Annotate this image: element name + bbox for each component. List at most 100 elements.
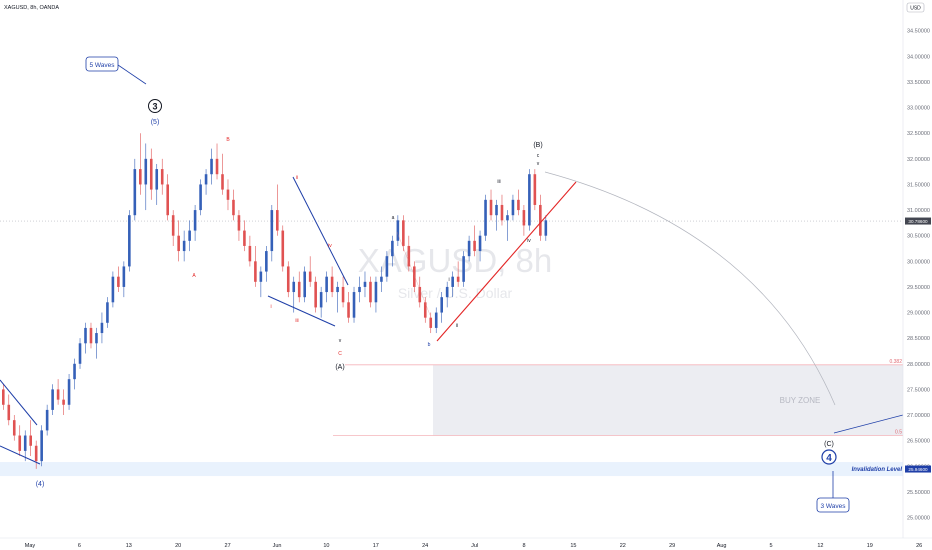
candle xyxy=(226,179,230,211)
time-axis-ticks: May6132027Jun101724Jul8152229Aug5121926S… xyxy=(25,543,922,549)
svg-text:25.94600: 25.94600 xyxy=(908,467,928,472)
x-tick-label: 8 xyxy=(522,543,525,549)
trendline-may-lower[interactable] xyxy=(0,445,41,465)
x-tick-label: 20 xyxy=(175,543,181,549)
watermark-symbol: XAGUSD, 8h xyxy=(358,242,552,279)
candle xyxy=(78,338,82,369)
subwave-b-label: b xyxy=(428,342,431,348)
candle xyxy=(122,261,126,298)
channel-projection-line[interactable] xyxy=(833,414,904,434)
candle xyxy=(467,235,471,262)
y-tick-label: 33.00000 xyxy=(907,106,930,112)
candle xyxy=(248,235,252,267)
trendline-jun-upper[interactable] xyxy=(292,176,349,286)
currency-button[interactable]: USD xyxy=(906,2,925,13)
candle xyxy=(265,245,268,282)
candle xyxy=(188,220,191,252)
candle xyxy=(325,271,328,303)
red-wave-iii-label: iii xyxy=(295,318,298,324)
candle xyxy=(117,266,120,293)
candle xyxy=(160,158,164,195)
svg-text:3: 3 xyxy=(152,102,157,112)
y-tick-label: 33.50000 xyxy=(907,80,930,86)
candle xyxy=(100,312,104,344)
invalidation-price-tag: 25.94600 xyxy=(905,465,931,473)
y-tick-label: 31.50000 xyxy=(907,182,930,188)
invalidation-band xyxy=(0,462,903,477)
candle xyxy=(500,194,504,226)
candle xyxy=(51,384,54,416)
candle xyxy=(34,440,38,469)
candle xyxy=(177,220,180,262)
candle xyxy=(128,210,131,272)
candle xyxy=(402,215,405,252)
trendline-red-support[interactable] xyxy=(436,181,577,342)
candle xyxy=(149,148,153,200)
wave-a-label[interactable]: (A) xyxy=(335,364,344,371)
red-wave-v-label: v xyxy=(339,338,342,344)
time-axis[interactable] xyxy=(0,538,932,550)
wave-b-label[interactable]: (B) xyxy=(533,142,542,149)
candle xyxy=(489,189,493,221)
candle xyxy=(511,194,515,221)
candle xyxy=(374,276,378,313)
x-tick-label: 13 xyxy=(126,543,132,549)
y-tick-label: 27.00000 xyxy=(907,413,930,419)
three-waves-callout[interactable]: 3 Waves xyxy=(816,497,850,513)
x-tick-label: 19 xyxy=(867,543,873,549)
x-tick-label: 12 xyxy=(817,543,823,549)
candle xyxy=(385,251,389,282)
x-tick-label: May xyxy=(25,543,36,549)
candle xyxy=(319,286,323,318)
candle xyxy=(380,266,383,293)
price-axis[interactable] xyxy=(903,0,932,538)
candle xyxy=(144,143,148,211)
green-wave-iii-label: iii xyxy=(497,179,500,185)
candle xyxy=(139,133,142,195)
wave-4-label[interactable]: (4) xyxy=(36,481,45,488)
wave-upper-b-label: B xyxy=(226,137,230,143)
trendline-jun-lower[interactable] xyxy=(267,295,336,327)
candle xyxy=(2,384,5,410)
wave-4-circle[interactable]: 4 xyxy=(821,449,837,465)
candle xyxy=(506,210,509,241)
current-price-tag: 30.78600 xyxy=(905,217,931,225)
buy-zone-box[interactable] xyxy=(433,364,903,436)
candle xyxy=(155,163,159,205)
x-tick-label: 15 xyxy=(570,543,576,549)
candle xyxy=(95,327,98,359)
svg-text:5 Waves: 5 Waves xyxy=(89,62,115,69)
candle xyxy=(210,148,213,185)
candle xyxy=(484,194,487,241)
candle xyxy=(473,225,476,257)
candle xyxy=(544,215,548,241)
x-tick-label: 17 xyxy=(373,543,379,549)
y-tick-label: 27.50000 xyxy=(907,387,930,393)
wave-c-label[interactable]: (C) xyxy=(824,441,834,448)
candle xyxy=(407,235,411,272)
x-tick-label: 24 xyxy=(422,543,428,549)
candle xyxy=(84,322,87,354)
candle xyxy=(347,292,350,323)
trendline-may-upper[interactable] xyxy=(0,379,38,426)
y-tick-label: 28.50000 xyxy=(907,336,930,342)
subwave-a-label: a xyxy=(392,215,395,221)
candle xyxy=(423,297,427,323)
candle xyxy=(308,256,312,287)
candle xyxy=(314,276,317,313)
candle xyxy=(23,430,27,462)
red-wave-iv-label: iv xyxy=(328,243,332,249)
wave-3-circle[interactable]: 3 xyxy=(148,99,162,113)
x-tick-label: 27 xyxy=(225,543,231,549)
wave-5-label[interactable]: (5) xyxy=(151,119,160,126)
projected-path-curve[interactable] xyxy=(544,171,836,406)
candle xyxy=(352,286,356,323)
x-tick-label: 22 xyxy=(620,543,626,549)
five-waves-callout[interactable]: 5 Waves xyxy=(85,56,119,72)
x-tick-label: 6 xyxy=(78,543,81,549)
buy-zone-label: BUY ZONE xyxy=(780,396,821,405)
svg-text:30.78600: 30.78600 xyxy=(908,219,928,224)
wave-c-projection-line[interactable] xyxy=(396,231,431,316)
callout-pointer-five xyxy=(117,64,147,85)
